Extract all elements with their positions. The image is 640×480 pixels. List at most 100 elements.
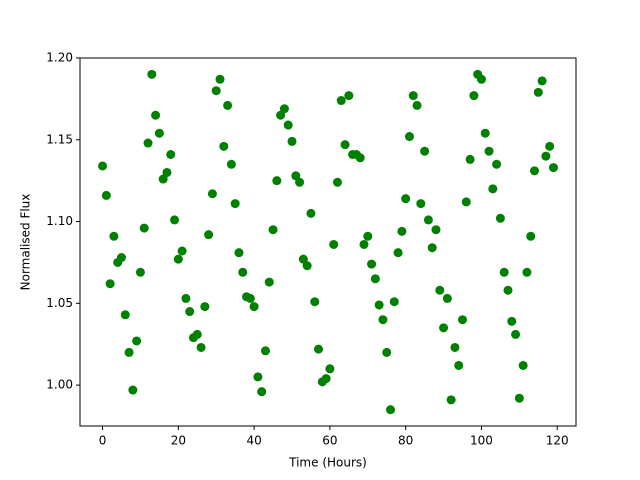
point xyxy=(393,248,403,258)
point xyxy=(230,199,240,209)
point xyxy=(211,86,221,96)
point xyxy=(162,167,172,177)
point xyxy=(185,307,195,317)
point xyxy=(154,128,164,138)
point xyxy=(276,110,286,120)
point xyxy=(404,132,414,142)
point xyxy=(192,329,202,339)
axes-frame xyxy=(79,57,577,427)
point xyxy=(264,277,274,287)
point xyxy=(105,279,115,289)
y-tick-label: 1.00 xyxy=(46,378,73,392)
point xyxy=(420,146,430,156)
y-tick-label: 1.15 xyxy=(46,132,73,146)
point xyxy=(332,177,342,187)
point xyxy=(116,253,126,263)
point xyxy=(488,184,498,194)
point xyxy=(492,159,502,169)
point xyxy=(272,176,282,186)
x-tick-label: 120 xyxy=(546,434,569,448)
point xyxy=(135,267,145,277)
point xyxy=(120,310,130,320)
point xyxy=(526,231,536,241)
point xyxy=(378,315,388,325)
point xyxy=(389,297,399,307)
point xyxy=(321,374,331,384)
point xyxy=(219,141,229,151)
point xyxy=(374,300,384,310)
point xyxy=(386,405,396,415)
x-tick-label: 60 xyxy=(322,434,337,448)
point xyxy=(507,316,517,326)
point xyxy=(101,190,111,200)
point xyxy=(268,225,278,235)
point xyxy=(484,146,494,156)
y-tick-label: 1.05 xyxy=(46,296,73,310)
point xyxy=(367,259,377,269)
x-tick-label: 20 xyxy=(171,434,186,448)
point xyxy=(132,336,142,346)
point xyxy=(435,285,445,295)
point xyxy=(325,364,335,374)
point xyxy=(196,342,206,352)
point xyxy=(412,100,422,110)
point xyxy=(465,154,475,164)
point xyxy=(363,231,373,241)
point xyxy=(287,136,297,146)
point xyxy=(442,293,452,303)
point xyxy=(397,226,407,236)
point xyxy=(170,215,180,225)
point xyxy=(382,347,392,357)
point xyxy=(476,74,486,84)
point xyxy=(344,91,354,101)
point xyxy=(279,104,289,114)
point xyxy=(298,254,308,264)
point xyxy=(427,243,437,253)
point xyxy=(439,323,449,333)
point xyxy=(207,189,217,199)
point xyxy=(177,246,187,256)
point xyxy=(416,199,426,209)
point xyxy=(295,177,305,187)
point xyxy=(401,194,411,204)
point xyxy=(109,231,119,241)
point xyxy=(302,261,312,271)
point xyxy=(253,372,263,382)
point xyxy=(454,360,464,370)
y-tick-label: 1.20 xyxy=(46,51,73,65)
point xyxy=(469,91,479,101)
point xyxy=(537,76,547,86)
point xyxy=(124,347,134,357)
point xyxy=(151,110,161,120)
point xyxy=(530,166,540,176)
point xyxy=(245,293,255,303)
point xyxy=(446,395,456,405)
point xyxy=(215,74,225,84)
point xyxy=(503,285,513,295)
point xyxy=(340,140,350,150)
point xyxy=(329,239,339,249)
point xyxy=(480,128,490,138)
point xyxy=(98,161,108,171)
point xyxy=(408,91,418,101)
y-tick-label: 1.10 xyxy=(46,214,73,228)
point xyxy=(249,302,259,312)
point xyxy=(548,163,558,173)
point xyxy=(139,223,149,233)
point xyxy=(223,100,233,110)
point xyxy=(173,254,183,264)
point xyxy=(234,248,244,258)
point xyxy=(522,267,532,277)
point xyxy=(204,230,214,240)
x-tick-label: 100 xyxy=(470,434,493,448)
point xyxy=(541,151,551,161)
point xyxy=(514,393,524,403)
point xyxy=(181,293,191,303)
point xyxy=(450,342,460,352)
point xyxy=(431,225,441,235)
point xyxy=(260,346,270,356)
point xyxy=(499,267,509,277)
point xyxy=(458,315,468,325)
